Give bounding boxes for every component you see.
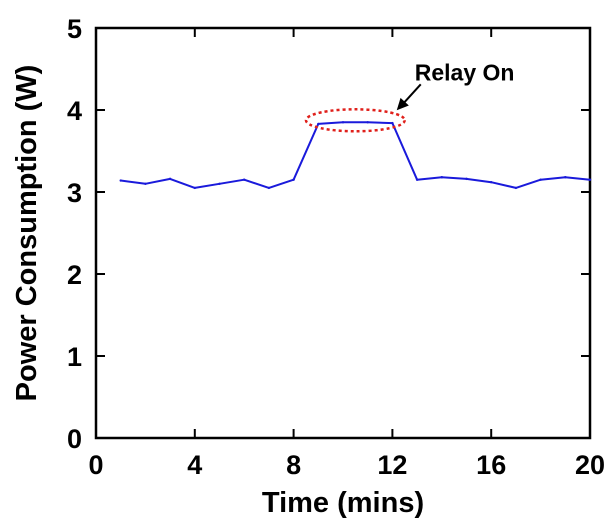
power-data-point bbox=[144, 182, 147, 185]
power-series-line bbox=[120, 121, 591, 189]
power-data-point bbox=[119, 179, 122, 182]
x-tick-label: 8 bbox=[286, 450, 301, 480]
relay-on-ellipse bbox=[304, 108, 407, 133]
power-data-point bbox=[564, 176, 567, 179]
power-data-point bbox=[317, 122, 320, 126]
y-axis-ticks: 0 1 2 3 4 5 bbox=[67, 14, 590, 454]
power-data-point bbox=[514, 186, 518, 190]
x-tick-label: 16 bbox=[476, 450, 506, 480]
x-tick-label: 4 bbox=[187, 450, 202, 480]
power-data-point bbox=[168, 177, 172, 181]
annotation-layer: Relay On bbox=[304, 59, 515, 133]
power-data-point bbox=[366, 121, 369, 124]
relay-on-label: Relay On bbox=[415, 59, 515, 85]
power-data-point bbox=[391, 121, 394, 125]
x-tick-label: 12 bbox=[377, 450, 407, 480]
series-layer bbox=[119, 121, 592, 190]
power-data-point bbox=[440, 176, 443, 179]
power-data-point bbox=[588, 178, 592, 181]
y-tick-label: 4 bbox=[67, 96, 82, 126]
power-data-point bbox=[465, 177, 468, 181]
y-tick-label: 3 bbox=[67, 178, 82, 208]
y-tick-label: 1 bbox=[67, 342, 82, 372]
y-tick-label: 2 bbox=[67, 260, 82, 290]
power-data-point bbox=[243, 178, 246, 181]
power-data-point bbox=[267, 186, 271, 190]
y-axis-label: Power Consumption (W) bbox=[11, 65, 43, 402]
x-axis-ticks: 0 4 8 12 16 20 bbox=[88, 28, 605, 480]
x-axis-label: Time (mins) bbox=[262, 487, 424, 519]
annotation-arrow-head bbox=[396, 97, 409, 111]
x-tick-label: 0 bbox=[88, 450, 103, 480]
power-data-point bbox=[490, 180, 493, 184]
power-data-point bbox=[218, 182, 221, 185]
power-data-point bbox=[539, 178, 542, 181]
power-data-point bbox=[193, 186, 196, 190]
power-data-point bbox=[415, 178, 419, 181]
y-tick-label: 5 bbox=[67, 14, 82, 44]
x-tick-label: 20 bbox=[575, 450, 605, 480]
y-tick-label: 0 bbox=[67, 424, 82, 454]
power-data-point bbox=[341, 121, 345, 124]
power-data-point bbox=[292, 178, 295, 181]
plot-frame bbox=[94, 26, 592, 440]
